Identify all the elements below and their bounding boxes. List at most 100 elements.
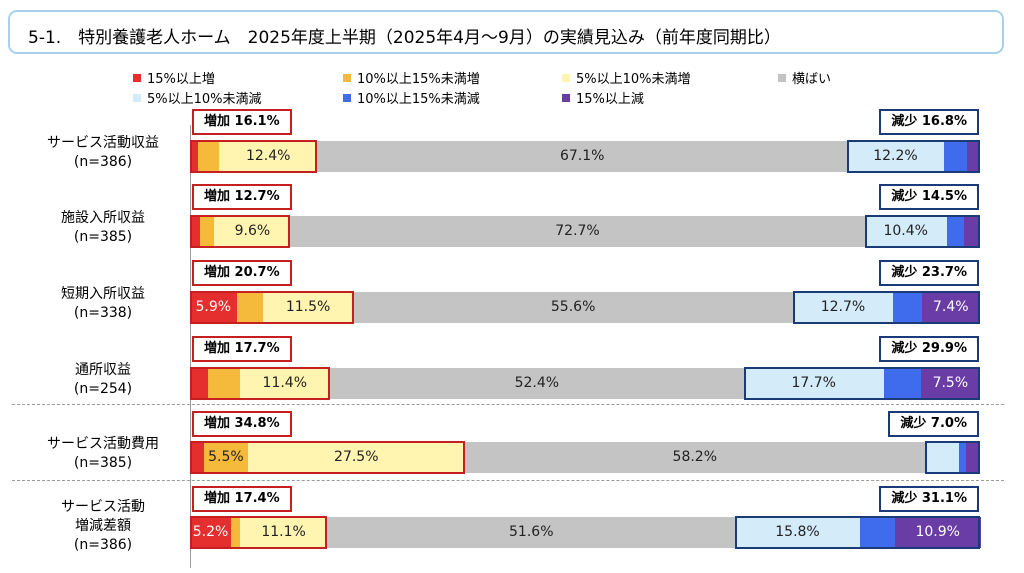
bar-row: 12.4% 67.1% 12.2% [190,140,980,173]
increase-total-tag: 増加 17.7% [192,336,292,362]
bar-segment [353,292,793,323]
bar-segment [735,517,860,548]
data-label: 27.5% [334,449,379,465]
bar-segment [859,517,895,548]
bar-segment [236,292,263,323]
legend-swatch [562,74,570,82]
bar-row: 5.5% 27.5% 58.2% [190,441,980,474]
bar-segment [946,216,965,247]
decrease-total-tag: 減少 16.8% [879,109,979,135]
bar-segment [847,141,944,172]
bar-segment [464,442,925,473]
bar-segment [743,368,884,399]
legend-label: 10%以上15%未満減 [357,92,480,107]
decrease-total-tag: 減少 14.5% [879,184,979,210]
legend-label: 10%以上15%未満増 [357,72,480,87]
decrease-total-tag: 減少 29.9% [879,336,979,362]
increase-total-tag: 増加 16.1% [192,109,292,135]
legend-item: 横ばい [778,68,831,87]
bar-segment [327,517,736,548]
legend-item: 5%以上10%未満減 [133,88,262,107]
bar-segment [239,368,330,399]
bar-segment [329,368,744,399]
bar-segment [247,442,465,473]
legend-item: 10%以上15%未満増 [343,68,480,87]
bar-segment [190,368,209,399]
bar-segment [190,216,201,247]
chart-title: 5-1. 特別養護老人ホーム 2025年度上半期（2025年4月〜9月）の実績見… [28,28,781,48]
data-label: 10.9% [915,524,960,540]
bar-row: 11.4% 52.4% 17.7% 7.5% [190,367,980,400]
category-label-line: 増減差額 [75,518,131,534]
category-label-line: サービス活動費用 [47,436,159,452]
category-label-line: 短期入所収益 [61,286,145,302]
bar-segment [231,517,240,548]
bar-segment [190,292,237,323]
bar-segment [920,368,980,399]
bar-row: 5.9% 11.5% 55.6% 12.7% 7.4% [190,291,980,324]
bar-segment [864,216,947,247]
legend-swatch [778,74,786,82]
data-label: 5.2% [192,524,229,540]
decrease-total-tag: 減少 7.0% [888,411,979,437]
bar-segment [290,216,865,247]
bar-segment [883,368,921,399]
data-label: 12.2% [873,148,918,164]
increase-total-tag: 増加 20.7% [192,260,292,286]
increase-total-tag: 増加 17.4% [192,486,292,512]
data-label: 9.6% [234,223,271,239]
decrease-total-tag: 減少 23.7% [879,260,979,286]
bar-segment [921,292,980,323]
bar-segment [190,442,205,473]
legend-item: 5%以上10%未満増 [562,68,691,87]
category-label-line: (n=386) [73,537,133,553]
legend-swatch [343,94,351,102]
bar-segment [200,216,215,247]
category-label: 短期入所収益 (n=338) [18,285,188,323]
group-divider [12,480,1004,481]
data-label: 72.7% [555,223,600,239]
legend-label: 5%以上10%未満増 [576,72,691,87]
bar-segment [943,141,968,172]
increase-frame [190,441,465,474]
data-label: 51.6% [509,524,554,540]
data-label: 11.5% [285,299,331,315]
increase-frame [190,215,291,248]
decrease-frame [743,367,980,400]
bar-segment [894,517,981,548]
decrease-frame [847,140,980,173]
legend-label: 5%以上10%未満減 [147,92,262,107]
bar-segment [959,442,966,473]
data-label: 7.5% [932,375,969,391]
category-label-line: サービス活動収益 [47,135,159,151]
decrease-frame [864,215,980,248]
data-label: 55.6% [550,299,596,315]
decrease-frame [735,516,980,549]
category-label: サービス活動費用 (n=385) [18,435,188,473]
bar-segment [190,141,198,172]
legend-swatch [133,74,141,82]
bar-segment [964,216,980,247]
category-label: サービス活動 増減差額 (n=386) [18,498,188,555]
data-label: 15.8% [775,524,820,540]
title-box: 5-1. 特別養護老人ホーム 2025年度上半期（2025年4月〜9月）の実績見… [8,10,1004,54]
group-divider [12,404,1004,405]
data-label: 11.1% [261,524,306,540]
data-label: 5.9% [195,299,232,315]
category-label-line: (n=385) [73,455,133,471]
bar-row: 5.2% 11.1% 51.6% 15.8% 10.9% [190,516,981,549]
legend-label: 15%以上減 [576,92,644,107]
category-label-line: (n=254) [73,381,133,397]
bar-segment [967,141,980,172]
category-label: 施設入所収益 (n=385) [18,209,188,247]
bar-segment [204,442,248,473]
data-label: 58.2% [672,449,718,465]
category-label-line: (n=338) [73,305,133,321]
category-label: サービス活動収益 (n=386) [18,134,188,172]
legend-swatch [562,94,570,102]
category-label-line: サービス活動 [61,499,145,515]
increase-total-tag: 増加 34.8% [192,411,292,437]
data-label: 52.4% [514,375,560,391]
category-label-line: 施設入所収益 [61,210,145,226]
bar-segment [317,141,848,172]
